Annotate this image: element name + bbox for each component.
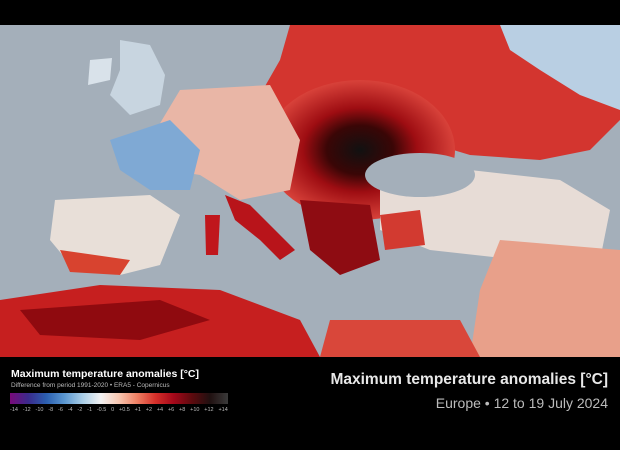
color-bar <box>10 393 228 404</box>
color-bar-tick-label: +6 <box>167 407 175 413</box>
color-bar-tick-label: +14 <box>218 407 228 413</box>
color-bar-tick-label: -12 <box>22 407 31 413</box>
color-bar-tick-label: +4 <box>156 407 164 413</box>
color-bar-tick-label: -1 <box>87 407 92 413</box>
header-subtitle: Europe • 12 to 19 July 2024 <box>435 395 608 411</box>
color-bar-ticks: -14 -12 -10 -8 -6 -4 -2 -1 -0.5 0 +0.5 +1 +2 +4 +6 +8 +1… <box>10 407 228 413</box>
color-bar-tick-label: +0.5 <box>118 407 130 413</box>
color-bar-tick-label: -6 <box>58 407 63 413</box>
header-title: Maximum temperature anomalies [°C] <box>330 371 608 388</box>
color-bar-tick-label: +2 <box>145 407 153 413</box>
color-bar-tick-label: +12 <box>204 407 214 413</box>
color-bar-tick-label: +1 <box>134 407 141 413</box>
color-bar-tick-label: +10 <box>190 407 200 413</box>
legend-title: Maximum temperature anomalies [°C] <box>11 368 200 380</box>
legend-subtitle: Difference from period 1991-2020 • ERA5 … <box>11 382 170 389</box>
color-bar-tick-label: -4 <box>67 407 73 413</box>
color-bar-tick-label: -0.5 <box>96 407 107 413</box>
color-bar-tick-label: -10 <box>35 407 44 413</box>
color-bar-tick-label: -8 <box>48 407 54 413</box>
color-bar-tick-label: -2 <box>77 407 83 413</box>
color-bar-tick-label: -14 <box>10 407 18 413</box>
color-bar-tick-label: 0 <box>111 407 115 413</box>
color-bar-tick-label: +8 <box>179 407 186 413</box>
